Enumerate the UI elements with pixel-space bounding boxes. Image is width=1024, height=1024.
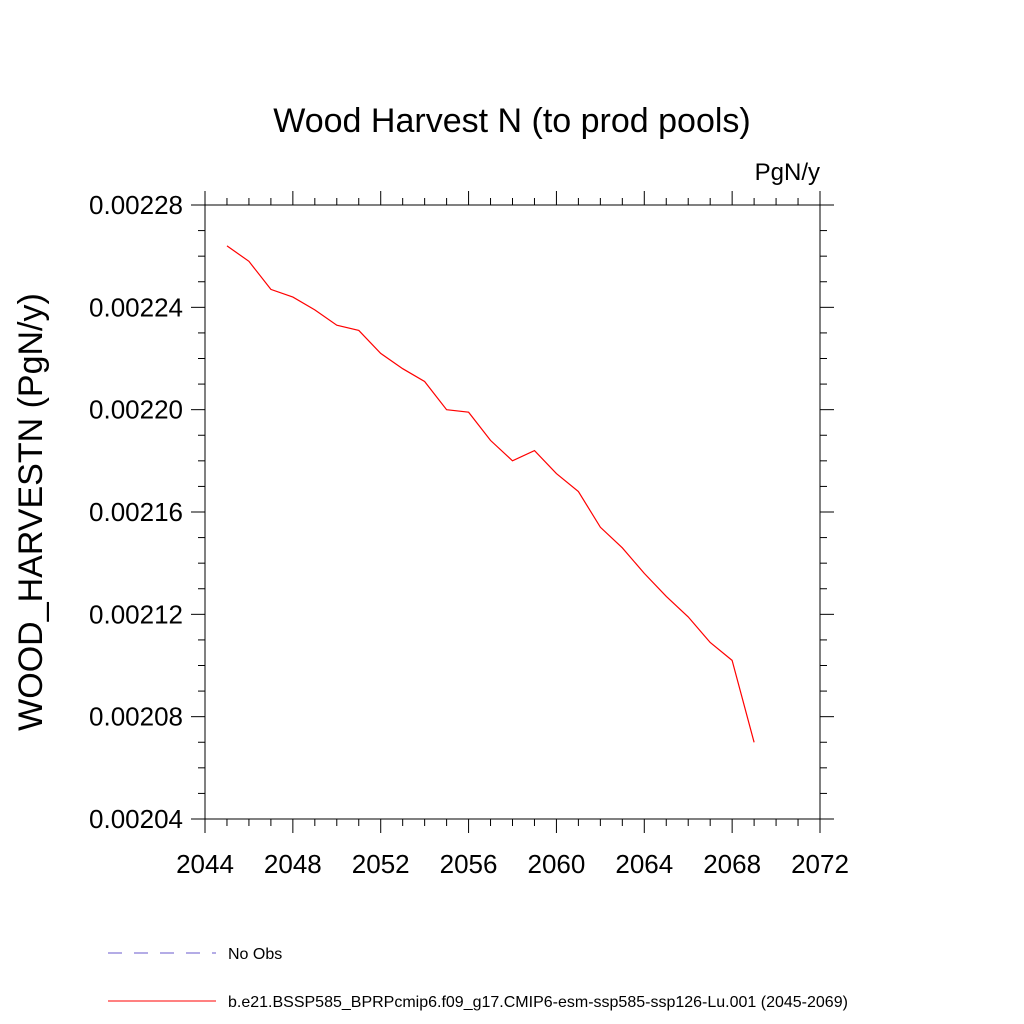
y-tick-label: 0.00216 [89,497,183,527]
x-tick-label: 2060 [528,849,586,879]
x-tick-label: 2064 [615,849,673,879]
x-tick-label: 2072 [791,849,849,879]
x-tick-label: 2052 [352,849,410,879]
y-tick-label: 0.00228 [89,190,183,220]
plot-frame [204,204,821,820]
x-tick-label: 2068 [703,849,761,879]
x-tick-label: 2056 [440,849,498,879]
chart-title: Wood Harvest N (to prod pools) [273,102,750,140]
legend: No Obs b.e21.BSSP585_BPRPcmip6.f09_g17.CM… [108,946,848,1011]
legend-label: b.e21.BSSP585_BPRPcmip6.f09_g17.CMIP6-es… [228,994,848,1011]
series-line [226,245,755,743]
y-tick-label: 0.00204 [89,804,183,834]
series-layer [226,245,755,743]
x-tick-label: 2048 [264,849,322,879]
y-tick-label: 0.00224 [89,292,183,322]
units-label: PgN/y [755,159,820,186]
axis-ticks: 2044 2048 2052 2056 2060 2064 2068 2072 0.00204 0… [89,190,849,879]
legend-label: No Obs [228,946,282,963]
y-axis-label: WOOD_HARVESTN (PgN/y) [12,293,50,731]
y-tick-label: 0.00208 [89,702,183,732]
x-tick-label: 2044 [176,849,234,879]
y-tick-label: 0.00212 [89,599,183,629]
y-tick-label: 0.00220 [89,395,183,425]
